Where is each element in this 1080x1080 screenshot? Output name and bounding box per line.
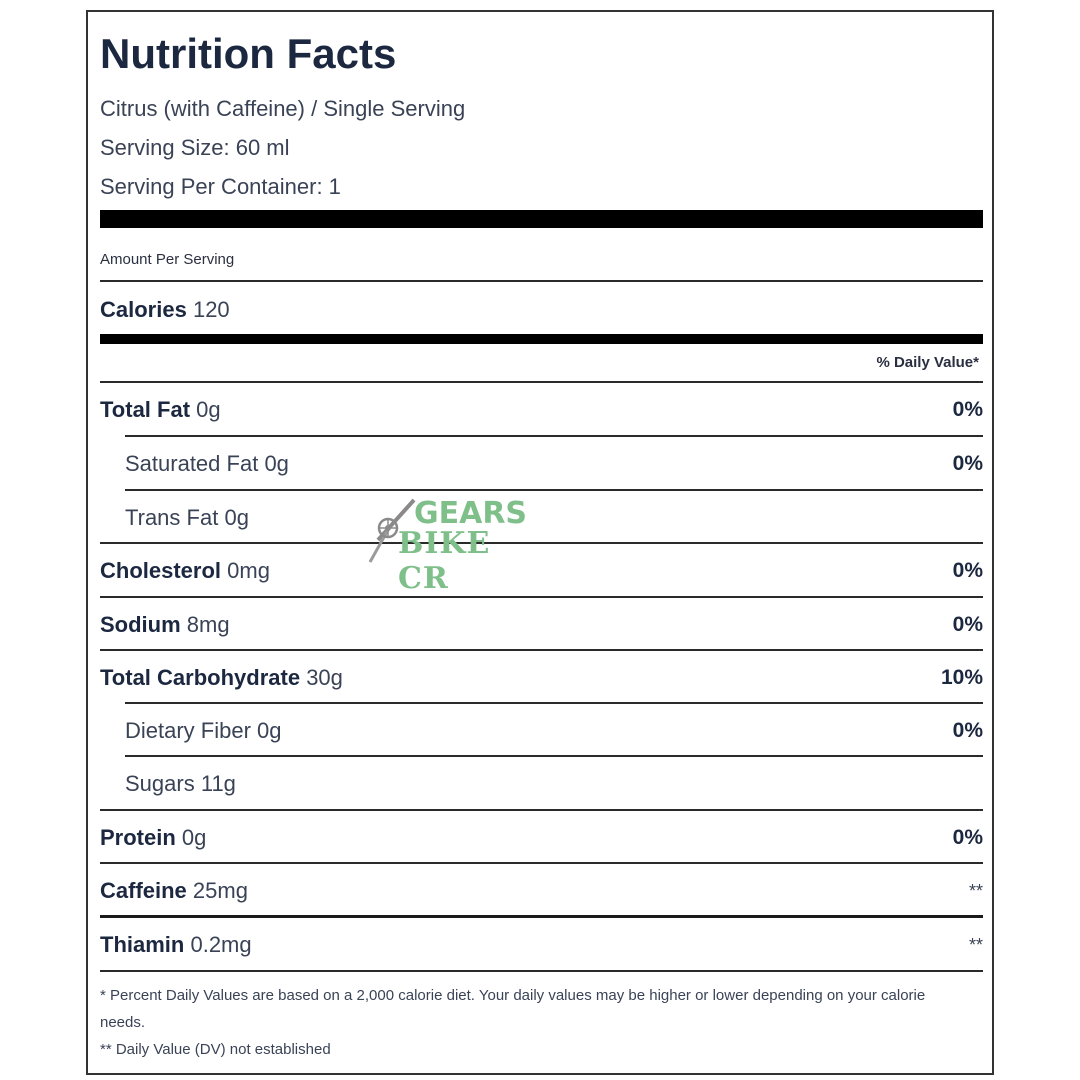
divider <box>125 435 983 437</box>
footnote-daily-values: * Percent Daily Values are based on a 2,… <box>100 987 926 1031</box>
nutrition-facts-panel: Nutrition Facts Citrus (with Caffeine) /… <box>86 10 994 1075</box>
nutrient-daily-value: 0% <box>952 398 983 421</box>
divider <box>100 596 983 598</box>
footnote-dv-not-established: ** Daily Value (DV) not established <box>100 1041 331 1058</box>
daily-value-header: % Daily Value* <box>876 354 979 371</box>
nutrient-daily-value: 0% <box>952 559 983 582</box>
watermark-text-bike-cr: BIKE CR <box>398 526 491 596</box>
nutrient-amount: 0g <box>224 505 249 530</box>
divider <box>100 862 983 864</box>
nutrient-name: Protein <box>100 825 176 850</box>
nutrient-daily-value: 10% <box>940 666 983 689</box>
nutrient-name: Total Carbohydrate <box>100 665 301 690</box>
divider <box>100 915 983 918</box>
nutrient-amount: 0mg <box>227 558 270 583</box>
nutrient-name: Thiamin <box>100 932 185 957</box>
nutrient-amount: 0.2mg <box>190 932 252 957</box>
nutrient-row-caffeine: Caffeine 25mg ** <box>100 865 983 917</box>
divider <box>100 809 983 811</box>
nutrient-name: Dietary Fiber <box>125 718 251 743</box>
nutrient-row-trans-fat: Trans Fat 0g <box>100 492 983 544</box>
nutrient-amount: 0g <box>257 718 282 743</box>
nutrient-row-protein: Protein 0g 0% <box>100 812 983 864</box>
nutrient-daily-value: 0% <box>952 719 983 742</box>
nutrient-row-cholesterol: Cholesterol 0mg 0% <box>100 545 983 597</box>
nutrient-amount: 30g <box>306 665 343 690</box>
bike-crank-icon <box>368 498 416 563</box>
nutrient-row-total-carbohydrate: Total Carbohydrate 30g 10% <box>100 652 983 704</box>
nutrient-name: Trans Fat <box>125 505 219 530</box>
nutrient-row-saturated-fat: Saturated Fat 0g 0% <box>100 438 983 490</box>
nutrient-daily-value: 0% <box>952 613 983 636</box>
thick-divider <box>100 210 983 228</box>
divider <box>100 542 983 544</box>
divider <box>100 970 983 972</box>
divider <box>125 755 983 757</box>
nutrient-name: Caffeine <box>100 878 187 903</box>
nutrient-row-dietary-fiber: Dietary Fiber 0g 0% <box>100 705 983 757</box>
nutrient-amount: 0g <box>181 825 207 850</box>
nutrient-amount: 8mg <box>186 612 230 637</box>
nutrient-daily-value: ** <box>968 935 983 955</box>
nutrient-name: Sugars <box>125 771 195 796</box>
servings-per-container: Serving Per Container: 1 <box>100 174 341 199</box>
nutrient-amount: 0g <box>196 397 221 422</box>
amount-per-serving: Amount Per Serving <box>100 251 235 268</box>
calories-value: 120 <box>192 297 230 322</box>
nutrient-row-sugars: Sugars 11g <box>100 758 983 810</box>
nutrition-facts-title: Nutrition Facts <box>100 30 397 77</box>
medium-divider <box>100 334 983 344</box>
divider <box>125 489 983 491</box>
divider <box>100 280 983 282</box>
nutrient-name: Sodium <box>100 612 181 637</box>
nutrient-amount: 11g <box>200 771 236 796</box>
watermark-text-gears: GEARS <box>414 496 528 531</box>
calories-label: Calories <box>100 297 187 322</box>
nutrient-name: Cholesterol <box>100 558 222 583</box>
nutrient-name: Saturated Fat <box>125 451 259 476</box>
divider <box>100 381 983 383</box>
nutrient-name: Total Fat <box>100 397 191 422</box>
serving-size: Serving Size: 60 ml <box>100 135 290 160</box>
nutrient-row-sodium: Sodium 8mg 0% <box>100 599 983 651</box>
divider <box>125 702 983 704</box>
nutrient-daily-value: 0% <box>952 826 983 849</box>
watermark-logo: GEARS BIKE CR <box>368 496 548 596</box>
nutrient-amount: 25mg <box>192 878 248 903</box>
divider <box>100 649 983 651</box>
nutrient-daily-value: 0% <box>952 452 983 475</box>
nutrient-daily-value: ** <box>968 881 983 901</box>
calories-row: Calories 120 <box>100 284 983 336</box>
nutrient-row-total-fat: Total Fat 0g 0% <box>100 384 983 436</box>
nutrient-row-thiamin: Thiamin 0.2mg ** <box>100 919 983 971</box>
product-name: Citrus (with Caffeine) / Single Serving <box>100 96 466 121</box>
nutrient-amount: 0g <box>264 451 289 476</box>
